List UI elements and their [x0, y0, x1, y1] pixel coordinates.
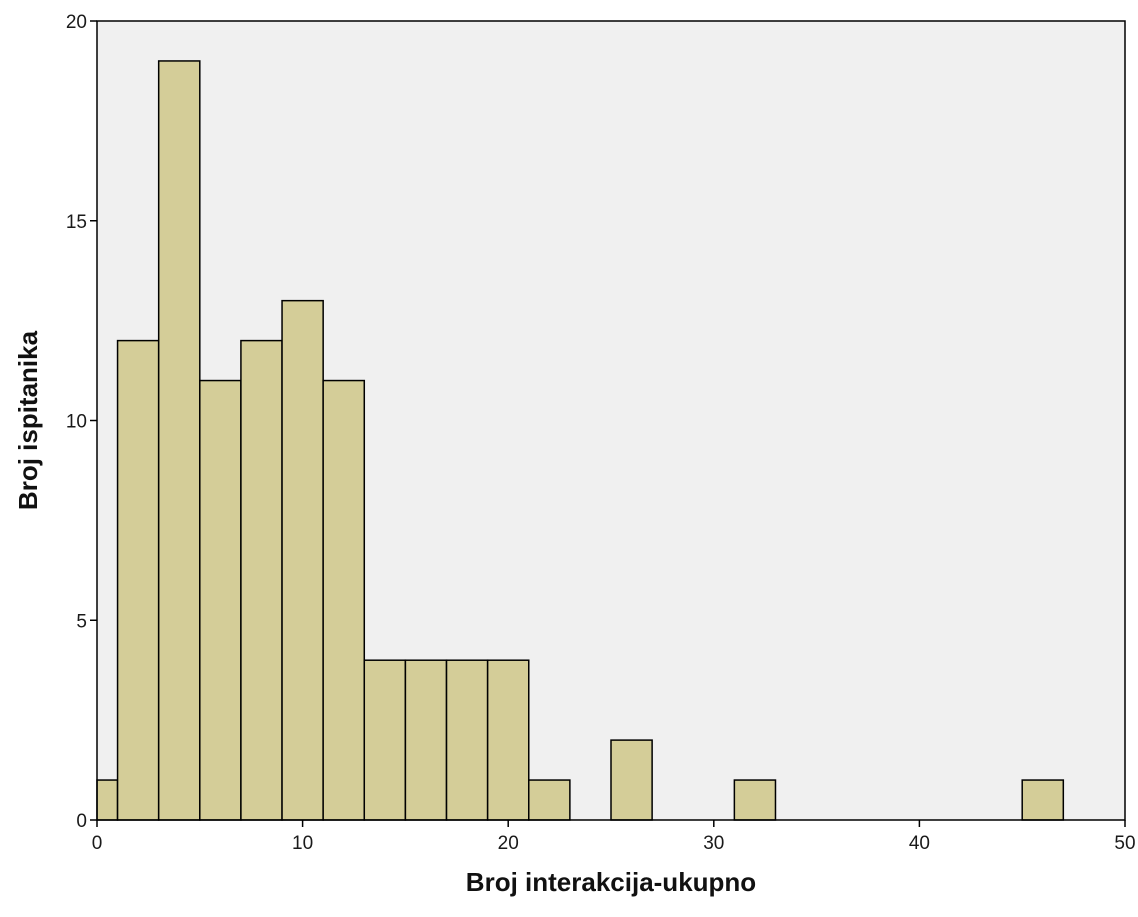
y-tick-label: 20	[66, 12, 87, 33]
histogram-bar	[528, 779, 571, 821]
axes-layer: 0 5 10 15 20 0 10 20 30 40 50	[66, 12, 1136, 854]
histogram-bar	[486, 659, 530, 821]
histogram-bar	[281, 299, 324, 821]
y-tick-label: 5	[76, 611, 87, 632]
x-axis-title: Broj interakcija-ukupno	[466, 867, 756, 897]
y-tick-label: 0	[76, 811, 87, 832]
y-tick-label: 10	[66, 412, 87, 433]
histogram-bar	[733, 779, 777, 821]
x-tick-label: 0	[92, 833, 103, 854]
histogram-bar	[240, 339, 283, 821]
histogram-bar	[404, 659, 448, 821]
histogram-bar	[363, 659, 407, 821]
histogram-bar	[116, 339, 160, 821]
x-tick-label: 30	[703, 833, 724, 854]
histogram-bar	[96, 779, 119, 821]
histogram-bar	[199, 379, 242, 821]
y-axis-title: Broj ispitanika	[13, 330, 43, 510]
histogram-bar	[322, 379, 366, 821]
histogram-bar	[1021, 779, 1065, 821]
histogram-bar	[445, 659, 489, 821]
histogram-bar	[157, 60, 201, 821]
x-tick-label: 50	[1114, 833, 1135, 854]
y-tick-label: 15	[66, 212, 87, 233]
x-tick-label: 10	[292, 833, 313, 854]
bars-layer	[96, 60, 1065, 821]
histogram-bar	[610, 739, 653, 821]
x-tick-label: 40	[909, 833, 930, 854]
x-tick-label: 20	[498, 833, 519, 854]
